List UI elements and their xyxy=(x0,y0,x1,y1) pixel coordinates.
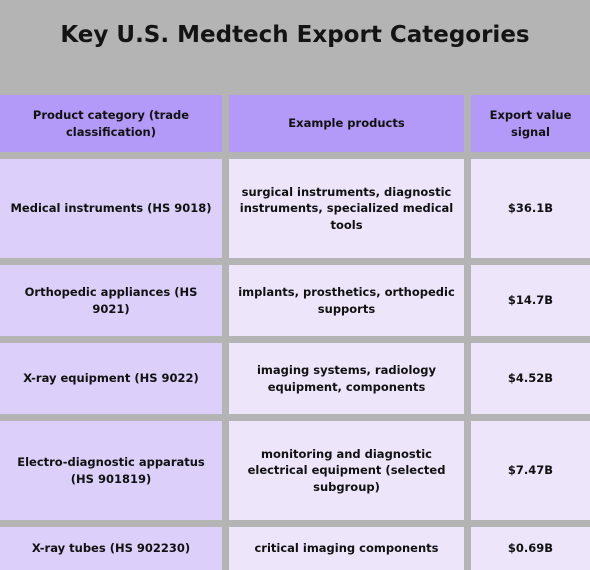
row-3-examples: imaging systems, radiology equipment, co… xyxy=(229,343,464,414)
row-4-category: Electro-diagnostic apparatus (HS 901819) xyxy=(0,421,222,520)
header-product-category: Product category (trade classification) xyxy=(0,95,222,152)
page-title: Key U.S. Medtech Export Categories xyxy=(60,22,530,48)
row-1-category: Medical instruments (HS 9018) xyxy=(0,159,222,258)
row-1-examples: surgical instruments, diagnostic instrum… xyxy=(229,159,464,258)
row-2-examples: implants, prosthetics, orthopedic suppor… xyxy=(229,265,464,336)
row-5-category: X-ray tubes (HS 902230) xyxy=(0,527,222,570)
header-example-products: Example products xyxy=(229,95,464,152)
row-2-value: $14.7B xyxy=(471,265,590,336)
row-3-value: $4.52B xyxy=(471,343,590,414)
row-4-examples: monitoring and diagnostic electrical equ… xyxy=(229,421,464,520)
row-3-category: X-ray equipment (HS 9022) xyxy=(0,343,222,414)
row-4-value: $7.47B xyxy=(471,421,590,520)
row-2-category: Orthopedic appliances (HS 9021) xyxy=(0,265,222,336)
header-export-value: Export value signal xyxy=(471,95,590,152)
row-1-value: $36.1B xyxy=(471,159,590,258)
row-5-value: $0.69B xyxy=(471,527,590,570)
row-5-examples: critical imaging components xyxy=(229,527,464,570)
